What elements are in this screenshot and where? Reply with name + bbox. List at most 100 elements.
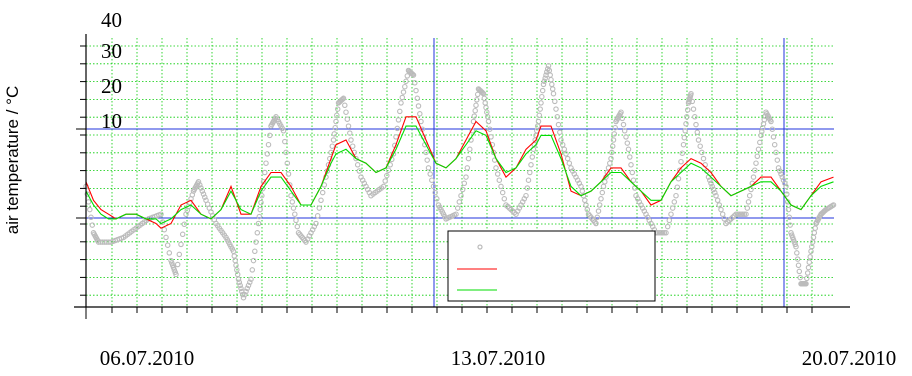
observed-point xyxy=(770,134,777,140)
observed-point xyxy=(608,155,614,162)
observed-point xyxy=(417,111,423,117)
observed-point xyxy=(683,121,689,127)
observed-point xyxy=(202,194,208,200)
observed-point xyxy=(806,259,813,265)
observed-point xyxy=(559,141,566,148)
observed-point xyxy=(493,165,499,171)
observed-point xyxy=(714,197,721,204)
observed-point xyxy=(681,134,688,141)
observed-point xyxy=(733,211,739,217)
observed-point xyxy=(618,109,624,115)
observed-point xyxy=(525,177,532,183)
observed-point xyxy=(541,78,548,85)
observed-point xyxy=(471,113,478,119)
observed-point xyxy=(158,211,164,217)
observed-point xyxy=(694,129,701,136)
observed-point xyxy=(693,121,699,128)
observed-point xyxy=(267,132,273,139)
observed-point xyxy=(538,100,544,106)
observed-point xyxy=(610,137,617,143)
observed-point xyxy=(178,241,184,248)
observed-point xyxy=(563,151,569,157)
observed-point xyxy=(594,214,601,221)
observed-point xyxy=(356,168,363,174)
observed-point xyxy=(804,270,811,276)
observed-point xyxy=(716,202,723,208)
observed-point xyxy=(293,217,299,224)
observed-point xyxy=(174,261,181,268)
observed-point xyxy=(748,186,754,193)
observed-point xyxy=(718,206,724,213)
observed-point xyxy=(805,264,812,271)
observed-point xyxy=(527,169,533,176)
observed-point xyxy=(599,189,606,196)
observed-point xyxy=(314,213,321,219)
observed-point xyxy=(465,155,472,162)
observed-point xyxy=(479,90,486,96)
observed-point xyxy=(329,143,336,149)
observed-point xyxy=(612,124,618,131)
observed-point xyxy=(413,87,419,94)
observed-point xyxy=(454,205,461,211)
observed-point xyxy=(794,256,801,262)
observed-point xyxy=(472,107,478,114)
x-tick-label: 20.07.2010 xyxy=(802,346,897,370)
observed-point xyxy=(494,171,501,177)
y-tick-label: 10 xyxy=(101,109,122,133)
observed-point xyxy=(783,183,789,190)
observed-point xyxy=(198,185,204,191)
observed-point xyxy=(434,196,440,202)
observed-point xyxy=(796,268,803,275)
observed-point xyxy=(692,114,698,120)
observed-point xyxy=(593,220,599,227)
observed-point xyxy=(688,90,694,97)
observed-point xyxy=(253,239,259,245)
observed-point xyxy=(339,96,346,102)
observed-point xyxy=(199,188,206,194)
observed-point xyxy=(709,183,715,190)
observed-point xyxy=(423,149,429,156)
observed-point xyxy=(528,162,534,168)
observed-point xyxy=(695,137,702,143)
observed-point xyxy=(674,184,681,190)
observed-point xyxy=(669,205,676,211)
observed-point xyxy=(398,100,404,106)
observed-point xyxy=(427,171,433,177)
observed-point xyxy=(609,143,616,149)
observed-point xyxy=(595,208,602,214)
observed-point xyxy=(557,129,563,136)
observed-point xyxy=(679,150,686,156)
observed-point xyxy=(680,141,687,148)
observed-point xyxy=(89,222,96,228)
observed-point xyxy=(239,291,246,298)
observed-point xyxy=(330,137,337,143)
observed-point xyxy=(250,257,257,264)
observed-point xyxy=(473,102,479,109)
observed-point xyxy=(343,109,349,115)
observed-point xyxy=(485,118,492,125)
observed-point xyxy=(830,202,837,208)
observed-point xyxy=(287,182,293,188)
observed-point xyxy=(84,191,91,197)
observed-point xyxy=(319,189,326,196)
observed-point xyxy=(195,179,202,185)
series-layer xyxy=(83,63,837,301)
observed-point xyxy=(409,71,416,78)
observed-point xyxy=(780,177,787,183)
observed-point xyxy=(746,192,753,199)
observed-point xyxy=(658,230,664,236)
observed-point xyxy=(458,192,464,199)
observed-point xyxy=(380,183,387,190)
observed-point xyxy=(414,95,421,102)
observed-point xyxy=(164,242,171,248)
observed-point xyxy=(254,230,261,236)
observed-point xyxy=(488,134,494,140)
observed-point xyxy=(752,167,758,173)
observed-point xyxy=(248,276,254,282)
observed-point xyxy=(784,191,790,197)
observed-point xyxy=(403,78,409,85)
observed-point xyxy=(181,221,188,228)
observed-point xyxy=(713,192,719,199)
observed-point xyxy=(331,131,338,137)
observed-point xyxy=(598,196,604,202)
